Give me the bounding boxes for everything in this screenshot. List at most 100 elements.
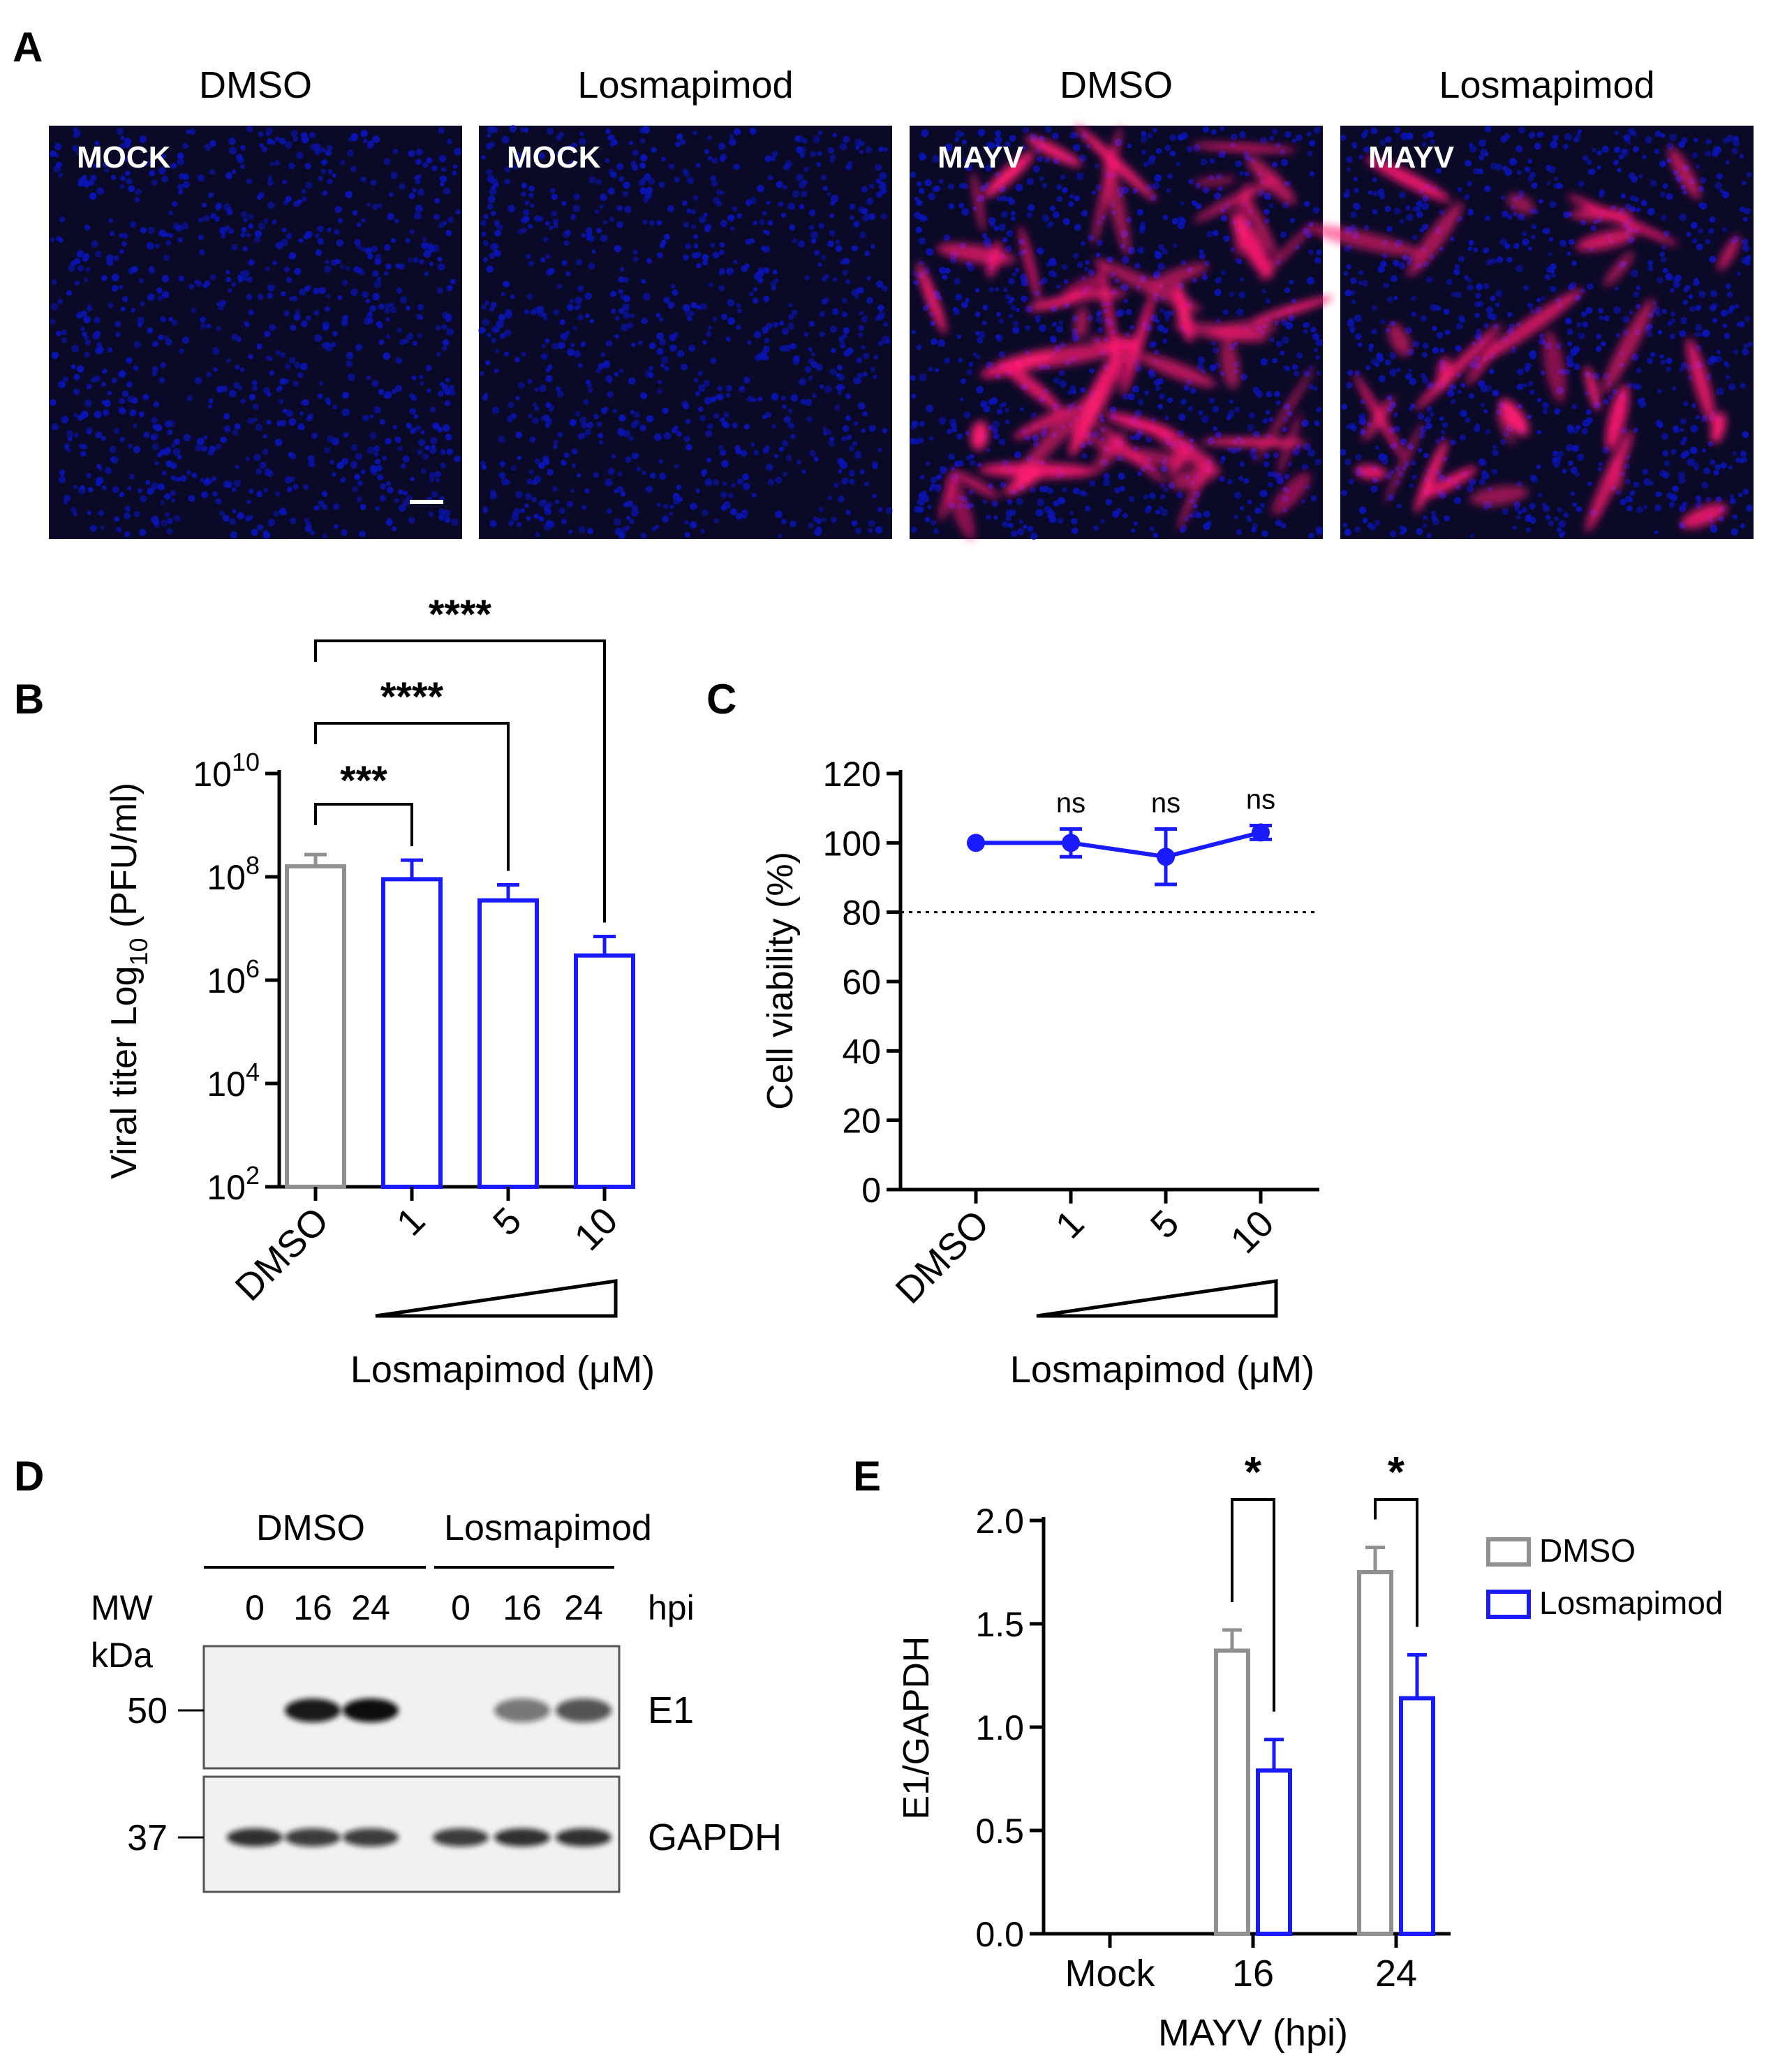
nucleus [529,436,536,443]
nucleus [780,395,787,401]
nucleus [442,339,450,346]
nucleus [355,452,363,461]
nucleus [378,303,385,310]
nucleus [524,200,529,205]
nucleus [720,491,727,498]
nucleus [642,293,651,301]
nucleus [392,388,397,394]
nucleus [131,397,138,404]
nucleus [1446,390,1455,397]
nucleus [356,496,362,503]
nucleus [385,303,391,309]
viral-stain-blob [1092,125,1122,246]
nucleus [1549,200,1557,208]
nucleus [648,372,654,378]
nucleus [827,147,835,154]
nucleus [660,156,667,162]
nucleus [818,507,824,512]
nucleus [494,230,501,237]
nucleus [1308,533,1314,539]
nucleus [1728,383,1736,391]
nucleus [303,484,309,490]
nucleus [94,316,101,324]
nucleus [85,267,91,272]
nucleus [1542,408,1548,415]
nucleus [799,378,806,386]
nucleus [780,212,786,218]
nucleus [802,179,808,186]
nucleus [1358,413,1366,420]
nucleus [618,369,624,373]
nucleus [1282,336,1289,344]
nucleus [545,423,550,429]
nucleus [151,482,159,490]
nucleus [954,278,961,285]
nucleus [1223,235,1230,242]
y-tick-label: 108 [207,851,260,897]
nucleus [804,366,812,373]
nucleus [1167,397,1173,403]
nucleus [625,456,632,463]
nucleus [1274,391,1280,397]
nucleus [1274,320,1280,326]
nucleus [51,423,59,431]
nucleus [436,352,441,357]
nucleus [59,216,66,223]
nucleus [963,411,971,419]
nucleus [1680,418,1687,425]
nucleus [372,293,380,301]
nucleus [1450,439,1456,446]
nucleus [1201,415,1209,423]
viral-stain-blob [945,474,975,540]
nucleus [108,218,113,223]
viral-stain-blob [1609,456,1624,492]
nucleus [1368,343,1374,349]
nucleus [1264,452,1270,459]
nucleus [1646,331,1653,338]
nucleus [441,324,447,330]
nucleus [683,221,690,228]
y-axis-label: Cell viability (%) [760,852,801,1110]
nucleus [1479,139,1487,147]
nucleus [77,486,86,494]
nucleus [139,135,147,143]
nucleus [832,133,837,138]
nucleus [1517,170,1522,175]
nucleus [182,181,190,188]
bar [1256,1768,1292,1936]
nucleus [1455,291,1462,298]
nucleus [1006,230,1014,237]
nucleus [279,378,287,385]
nucleus [390,171,398,179]
nucleus [1564,369,1571,376]
nucleus [318,381,324,386]
nucleus [875,526,883,534]
nucleus [1499,238,1508,246]
nucleus [430,437,438,445]
nucleus [1571,404,1578,410]
viral-stain-blob [1499,399,1529,436]
nucleus [607,378,612,383]
nucleus [172,222,180,230]
nucleus [109,445,117,454]
nucleus [163,254,170,261]
nucleus [251,528,258,536]
nucleus [1464,275,1469,281]
nucleus [1548,251,1553,256]
nucleus [845,279,851,285]
nucleus [1736,322,1741,327]
nucleus [873,355,879,360]
nucleus [352,486,359,493]
nucleus [1725,283,1731,290]
nucleus [241,227,247,233]
nucleus [256,343,262,350]
nucleus [378,389,385,395]
nucleus [1570,491,1576,496]
nucleus [119,184,125,189]
nucleus [1708,228,1714,234]
nucleus [1539,334,1544,339]
viral-stain-blob [1220,339,1240,390]
nucleus [355,343,363,351]
nucleus [121,296,128,302]
nucleus [1176,491,1183,498]
